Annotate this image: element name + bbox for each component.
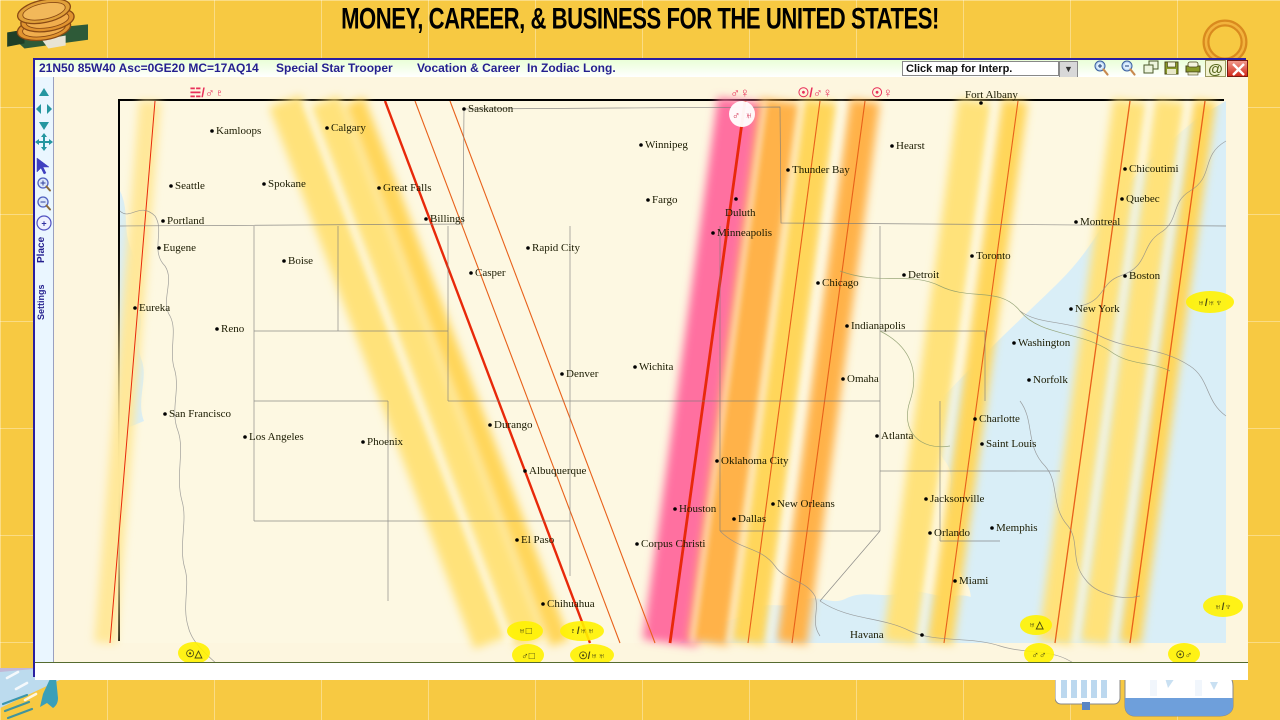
svg-text:♂□: ♂□: [521, 651, 535, 662]
svg-text:☉♀: ☉♀: [871, 85, 892, 100]
svg-text:♅: ♅: [744, 110, 752, 122]
svg-text:Denver: Denver: [566, 368, 599, 380]
svg-text:Detroit: Detroit: [908, 269, 939, 281]
svg-text:Fargo: Fargo: [652, 194, 678, 206]
svg-text:Dallas: Dallas: [738, 513, 766, 525]
svg-text:Atlanta: Atlanta: [881, 430, 913, 442]
svg-text:New York: New York: [1075, 303, 1120, 315]
svg-text:☵/♂♇: ☵/♂♇: [189, 85, 224, 100]
svg-text:Durango: Durango: [494, 419, 533, 431]
svg-text:Kamloops: Kamloops: [216, 125, 261, 137]
svg-text:♅□: ♅□: [518, 626, 532, 637]
svg-text:Winnipeg: Winnipeg: [645, 139, 688, 151]
svg-text:Jacksonville: Jacksonville: [930, 493, 984, 505]
svg-text:Chihuahua: Chihuahua: [547, 598, 595, 610]
svg-text:Wichita: Wichita: [639, 361, 673, 373]
svg-text:Oklahoma City: Oklahoma City: [721, 455, 789, 467]
svg-text:Portland: Portland: [167, 215, 205, 227]
svg-text:Reno: Reno: [221, 323, 245, 335]
svg-text:♅/♅♆: ♅/♅♆: [1197, 298, 1222, 309]
svg-text:Havana: Havana: [850, 629, 884, 641]
svg-text:☉/♅♅: ☉/♅♅: [578, 651, 605, 662]
svg-text:♇/♅♅: ♇/♅♅: [569, 626, 594, 637]
svg-text:Los Angeles: Los Angeles: [249, 431, 304, 443]
svg-text:+: +: [41, 219, 46, 229]
svg-text:☉♂: ☉♂: [1175, 650, 1191, 661]
svg-text:Toronto: Toronto: [976, 250, 1011, 262]
svg-text:☉/♂♀: ☉/♂♀: [797, 85, 832, 100]
svg-text:♂♂: ♂♂: [1031, 650, 1046, 661]
svg-text:Eugene: Eugene: [163, 242, 196, 254]
svg-text:Norfolk: Norfolk: [1033, 374, 1068, 386]
svg-text:Charlotte: Charlotte: [979, 413, 1020, 425]
svg-text:New Orleans: New Orleans: [777, 498, 835, 510]
svg-text:Billings: Billings: [430, 213, 465, 225]
svg-text:Minneapolis: Minneapolis: [717, 227, 772, 239]
svg-text:Miami: Miami: [959, 575, 988, 587]
svg-text:Houston: Houston: [679, 503, 717, 515]
svg-text:Phoenix: Phoenix: [367, 436, 404, 448]
svg-text:Spokane: Spokane: [268, 178, 306, 190]
svg-text:Chicago: Chicago: [822, 277, 859, 289]
svg-text:Great Falls: Great Falls: [383, 182, 432, 194]
svg-text:♂: ♂: [731, 110, 739, 122]
svg-text:Indianapolis: Indianapolis: [851, 320, 905, 332]
svg-text:Eureka: Eureka: [139, 302, 170, 314]
svg-text:Calgary: Calgary: [331, 122, 366, 134]
svg-text:Omaha: Omaha: [847, 373, 879, 385]
svg-text:Washington: Washington: [1018, 337, 1071, 349]
svg-text:San Francisco: San Francisco: [169, 408, 232, 420]
svg-text:Quebec: Quebec: [1126, 193, 1160, 205]
svg-text:Rapid City: Rapid City: [532, 242, 580, 254]
svg-text:Memphis: Memphis: [996, 522, 1038, 534]
svg-text:Seattle: Seattle: [175, 180, 205, 192]
svg-text:Fort Albany: Fort Albany: [965, 89, 1018, 101]
svg-text:♂♀: ♂♀: [730, 85, 750, 100]
svg-text:Montreal: Montreal: [1080, 216, 1120, 228]
svg-text:Albuquerque: Albuquerque: [529, 465, 587, 477]
svg-text:Chicoutimi: Chicoutimi: [1129, 163, 1179, 175]
svg-text:Saint Louis: Saint Louis: [986, 438, 1036, 450]
svg-text:Hearst: Hearst: [896, 140, 925, 152]
svg-text:El Paso: El Paso: [521, 534, 555, 546]
svg-text:Boston: Boston: [1129, 270, 1161, 282]
svg-text:Boise: Boise: [288, 255, 313, 267]
svg-text:♅/♆: ♅/♆: [1214, 602, 1232, 613]
svg-text:☉△: ☉△: [185, 649, 202, 660]
svg-text:Casper: Casper: [475, 267, 506, 279]
svg-text:Thunder Bay: Thunder Bay: [792, 164, 850, 176]
svg-text:Corpus Christi: Corpus Christi: [641, 538, 705, 550]
svg-text:Duluth: Duluth: [725, 207, 756, 219]
svg-text:♅△: ♅△: [1028, 620, 1044, 631]
svg-text:Orlando: Orlando: [934, 527, 971, 539]
svg-text:Saskatoon: Saskatoon: [468, 103, 514, 115]
